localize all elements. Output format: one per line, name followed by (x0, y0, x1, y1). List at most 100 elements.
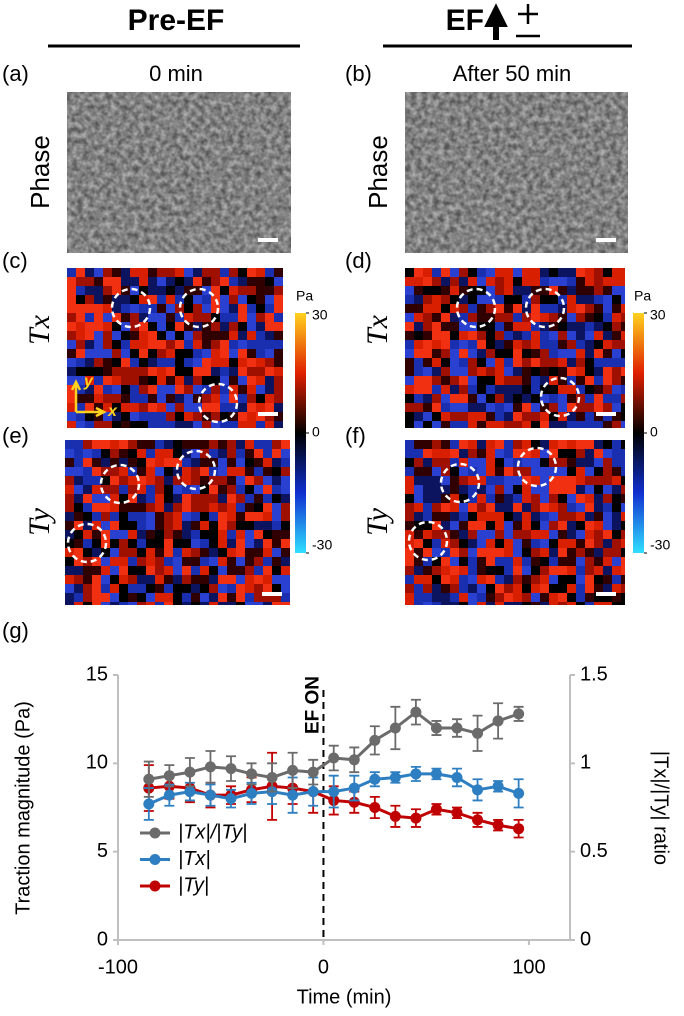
map-cell (193, 394, 202, 403)
map-cell (65, 566, 74, 575)
legend-swatch (149, 880, 161, 892)
map-cell (182, 521, 191, 530)
map-cell (256, 394, 265, 403)
map-cell (441, 304, 450, 313)
map-cell (486, 584, 495, 593)
map-cell (504, 322, 513, 331)
colorbar (295, 313, 306, 553)
map-cell (522, 304, 531, 313)
map-cell (459, 494, 468, 503)
map-cell (101, 530, 110, 539)
map-cell (193, 340, 202, 349)
map-cell (531, 304, 540, 313)
phase-image (67, 92, 291, 253)
map-cell (101, 575, 110, 584)
map-cell (414, 385, 423, 394)
map-cell (504, 295, 513, 304)
map-cell (468, 304, 477, 313)
map-cell (414, 458, 423, 467)
map-cell (173, 593, 182, 602)
row-label: Phase (25, 135, 55, 209)
map-cell (477, 548, 486, 557)
map-cell (423, 449, 432, 458)
map-cell (146, 494, 155, 503)
map-cell (549, 376, 558, 385)
map-cell (157, 376, 166, 385)
map-cell (450, 557, 459, 566)
map-cell (540, 268, 549, 277)
map-cell (603, 548, 612, 557)
map-cell (121, 349, 130, 358)
map-cell (146, 467, 155, 476)
map-cell (495, 340, 504, 349)
map-cell (531, 340, 540, 349)
map-cell (414, 412, 423, 421)
map-cell (558, 412, 567, 421)
map-cell (441, 512, 450, 521)
map-cell (65, 575, 74, 584)
map-cell (432, 530, 441, 539)
map-cell (182, 530, 191, 539)
map-cell (184, 277, 193, 286)
map-cell (567, 394, 576, 403)
map-cell (468, 358, 477, 367)
map-cell (504, 412, 513, 421)
map-cell (468, 485, 477, 494)
map-cell (164, 521, 173, 530)
map-cell (209, 602, 218, 605)
map-cell (202, 349, 211, 358)
data-point (410, 706, 422, 718)
map-cell (459, 358, 468, 367)
map-cell (621, 421, 625, 428)
map-cell (459, 268, 468, 277)
map-cell (238, 421, 247, 428)
map-cell (441, 331, 450, 340)
data-point (143, 773, 155, 785)
map-cell (504, 449, 513, 458)
map-cell (247, 394, 256, 403)
map-cell (450, 521, 459, 530)
map-cell (184, 385, 193, 394)
map-cell (432, 304, 441, 313)
map-cell (103, 394, 112, 403)
map-cell (621, 503, 625, 512)
map-cell (450, 476, 459, 485)
map-cell (612, 421, 621, 428)
map-cell (175, 277, 184, 286)
map-cell (612, 349, 621, 358)
map-cell (92, 440, 101, 449)
map-cell (558, 440, 567, 449)
map-cell (173, 440, 182, 449)
map-cell (85, 358, 94, 367)
map-cell (459, 575, 468, 584)
map-cell (486, 521, 495, 530)
map-cell (522, 376, 531, 385)
map-cell (432, 539, 441, 548)
map-cell (94, 313, 103, 322)
map-cell (272, 557, 281, 566)
map-cell (576, 503, 585, 512)
map-cell (549, 575, 558, 584)
map-cell (139, 313, 148, 322)
map-cell (137, 602, 146, 605)
map-cell (83, 458, 92, 467)
map-cell (504, 503, 513, 512)
map-cell (477, 530, 486, 539)
map-cell (265, 367, 274, 376)
map-cell (101, 476, 110, 485)
map-cell (112, 367, 121, 376)
map-cell (432, 331, 441, 340)
map-cell (585, 575, 594, 584)
map-cell (576, 376, 585, 385)
map-cell (540, 467, 549, 476)
map-cell (603, 349, 612, 358)
map-cell (74, 449, 83, 458)
data-point (369, 773, 381, 785)
map-cell (585, 403, 594, 412)
map-cell (130, 376, 139, 385)
map-cell (441, 458, 450, 467)
map-cell (200, 476, 209, 485)
map-cell (549, 566, 558, 575)
map-cell (229, 349, 238, 358)
map-cell (119, 512, 128, 521)
